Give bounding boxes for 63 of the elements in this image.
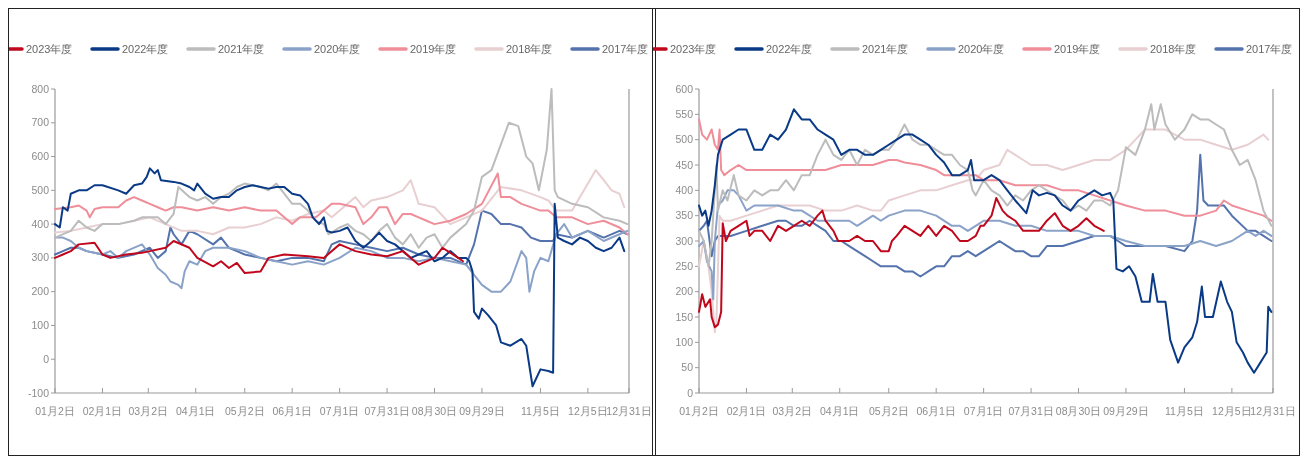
x-tick-label: 12月5日 xyxy=(568,405,608,417)
y-tick-label: 500 xyxy=(31,183,50,196)
y-tick-label: 550 xyxy=(675,107,694,120)
y-tick-label: 350 xyxy=(675,209,694,222)
x-tick-label: 09月29日 xyxy=(1103,405,1149,417)
x-tick-label: 12月31日 xyxy=(1250,405,1296,417)
x-tick-label: 01月2日 xyxy=(35,405,75,417)
y-tick-label: 100 xyxy=(675,335,694,348)
x-tick-label: 08月30日 xyxy=(1055,405,1102,417)
x-tick-label: 07月1日 xyxy=(319,405,360,417)
y-tick-label: 200 xyxy=(675,285,694,298)
legend-label: 2017年度 xyxy=(602,43,649,55)
y-tick-label: 0 xyxy=(687,386,694,399)
y-tick-label: 600 xyxy=(675,82,694,95)
y-tick-label: 200 xyxy=(31,285,50,298)
x-tick-label: 01月2日 xyxy=(679,405,719,417)
legend-label: 2018年度 xyxy=(1150,43,1197,55)
y-tick-label: 150 xyxy=(675,310,694,323)
x-tick-label: 08月30日 xyxy=(411,405,458,417)
y-tick-label: 50 xyxy=(681,361,694,374)
y-tick-label: 0 xyxy=(43,352,50,365)
y-tick-label: 400 xyxy=(31,217,50,230)
legend-label: 2023年度 xyxy=(670,43,717,55)
x-tick-label: 05月2日 xyxy=(224,405,265,417)
legend-label: 2020年度 xyxy=(958,43,1005,55)
legend-label: 2022年度 xyxy=(122,43,169,55)
y-tick-label: 500 xyxy=(675,133,694,146)
y-tick-label: 250 xyxy=(675,259,694,272)
legend-label: 2019年度 xyxy=(1054,43,1101,55)
x-tick-label: 07月31日 xyxy=(364,405,410,417)
x-tick-label: 12月31日 xyxy=(606,405,652,417)
y-tick-label: 100 xyxy=(31,318,50,331)
x-tick-label: 03月2日 xyxy=(772,405,813,417)
y-tick-label: 700 xyxy=(31,116,50,129)
y-tick-label: 800 xyxy=(31,82,50,95)
legend-label: 2019年度 xyxy=(410,43,457,55)
y-tick-label: 300 xyxy=(675,234,694,247)
legend-label: 2022年度 xyxy=(766,43,813,55)
x-tick-label: 05月2日 xyxy=(868,405,909,417)
x-tick-label: 04月1日 xyxy=(175,405,216,417)
x-tick-label: 04月1日 xyxy=(819,405,860,417)
legend-label: 2021年度 xyxy=(862,43,909,55)
x-tick-label: 06月1日 xyxy=(272,405,312,417)
x-tick-label: 11月5日 xyxy=(1165,405,1204,417)
x-tick-label: 02月1日 xyxy=(726,405,767,417)
legend-label: 2017年度 xyxy=(1246,43,1293,55)
x-tick-label: 03月2日 xyxy=(128,405,169,417)
x-tick-label: 07月31日 xyxy=(1008,405,1054,417)
x-tick-label: 02月1日 xyxy=(82,405,123,417)
y-tick-label: 450 xyxy=(675,158,694,171)
x-tick-label: 09月29日 xyxy=(459,405,505,417)
x-tick-label: 12月5日 xyxy=(1212,405,1252,417)
legend-label: 2021年度 xyxy=(218,43,265,55)
legend-label: 2023年度 xyxy=(26,43,73,55)
legend-label: 2020年度 xyxy=(314,43,361,55)
y-tick-label: 400 xyxy=(675,183,694,196)
y-tick-label: 300 xyxy=(31,251,50,264)
x-tick-label: 11月5日 xyxy=(521,405,560,417)
legend-label: 2018年度 xyxy=(506,43,553,55)
x-tick-label: 06月1日 xyxy=(916,405,956,417)
y-tick-label: -100 xyxy=(27,386,50,399)
y-tick-label: 600 xyxy=(31,150,50,163)
x-tick-label: 07月1日 xyxy=(963,405,1004,417)
